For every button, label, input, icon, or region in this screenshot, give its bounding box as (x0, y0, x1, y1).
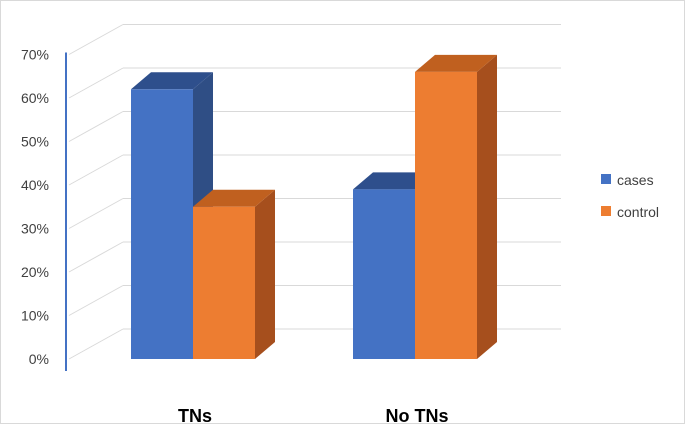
y-tick-label: 60% (21, 90, 49, 106)
bar-top-cases (353, 172, 435, 190)
y-tick-label: 50% (21, 134, 49, 150)
x-category-label: No TNs (386, 406, 449, 425)
side-gridline (68, 198, 124, 229)
y-tick-label: 10% (21, 308, 49, 324)
y-tick-label: 40% (21, 177, 49, 193)
bar-control (193, 206, 255, 359)
legend-swatch-cases (601, 174, 611, 184)
y-tick-label: 30% (21, 221, 49, 237)
bar-side-control (477, 54, 497, 360)
bar-side-control (255, 189, 275, 359)
legend-swatch-control (601, 206, 611, 216)
bar-top-cases (131, 72, 213, 90)
side-gridline (68, 111, 124, 142)
x-category-label: TNs (178, 406, 212, 425)
legend-label: cases (617, 172, 654, 188)
legend-label: control (617, 204, 659, 220)
side-gridline (68, 24, 124, 55)
side-gridline (68, 154, 124, 186)
y-tick-label: 0% (29, 351, 49, 367)
side-gridline (68, 67, 124, 99)
y-tick-label: 70% (21, 47, 49, 63)
side-gridline (68, 285, 124, 316)
bar-cases (353, 189, 415, 359)
y-tick-label: 20% (21, 264, 49, 280)
bar-cases (131, 89, 193, 360)
bar-top-control (415, 54, 497, 72)
bar-control (415, 71, 477, 360)
side-gridline (68, 241, 124, 273)
bar-top-control (193, 189, 275, 207)
side-gridline (68, 328, 124, 360)
